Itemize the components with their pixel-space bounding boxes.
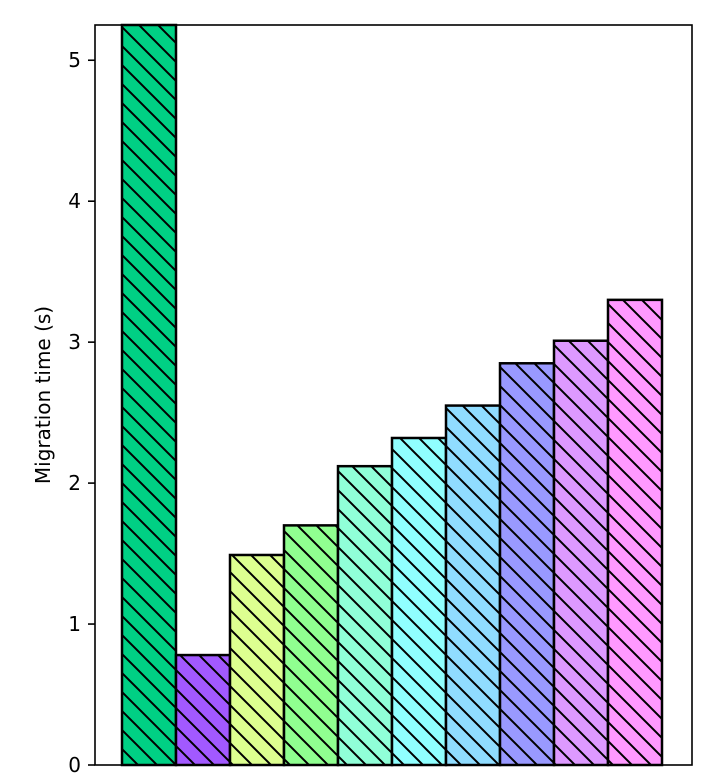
y-axis: 0 1 2 3 4 5 [68, 48, 95, 776]
y-tick-label-4: 4 [68, 189, 81, 213]
bars-group [120, 23, 664, 767]
bar-8-hatch [498, 362, 556, 767]
y-tick-label-0: 0 [68, 753, 81, 776]
bar-6-hatch [390, 436, 448, 767]
bar-10-hatch [606, 298, 664, 767]
bar-4-hatch [282, 524, 340, 767]
y-tick-label-5: 5 [68, 48, 81, 72]
y-tick-label-2: 2 [68, 471, 81, 495]
bar-9-hatch [552, 339, 610, 767]
bar-2-hatch [174, 653, 232, 767]
bar-3-hatch [228, 553, 286, 767]
y-axis-label: Migration time (s) [31, 306, 55, 484]
bar-1-hatch [120, 23, 178, 767]
bar-7-hatch [444, 404, 502, 767]
y-tick-label-1: 1 [68, 612, 81, 636]
plot-frame [94, 24, 693, 766]
bar-5-hatch [336, 464, 394, 767]
y-tick-label-3: 3 [68, 330, 81, 354]
